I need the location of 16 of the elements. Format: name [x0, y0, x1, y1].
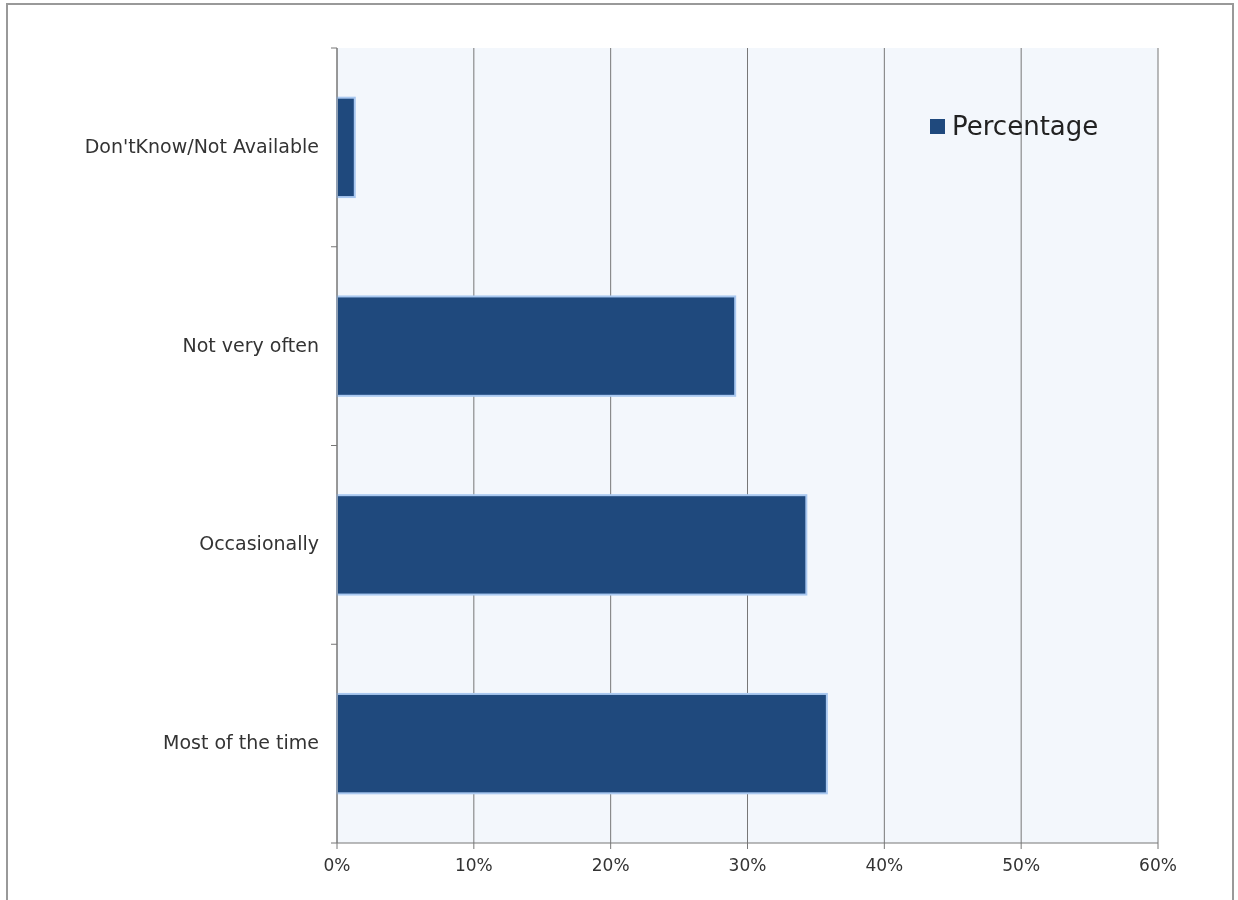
x-tick-label: 30% [728, 855, 767, 875]
x-tick-label: 0% [323, 855, 351, 875]
x-tick-label: 50% [1002, 855, 1041, 875]
bar [336, 96, 356, 199]
x-tick-label: 40% [865, 855, 904, 875]
x-tick-label: 60% [1139, 855, 1177, 875]
bar [336, 494, 808, 596]
x-tick-label: 10% [454, 855, 493, 875]
y-tick-label: Not very often [182, 333, 319, 356]
bar [336, 692, 828, 795]
bar [336, 295, 737, 397]
y-tick-label: Occasionally [199, 532, 319, 555]
legend-label: Percentage [952, 110, 1099, 141]
x-tick-label: 20% [591, 855, 630, 875]
y-tick-label: Most of the time [163, 731, 319, 754]
y-tick-label: Don'tKnow/Not Available [84, 134, 319, 157]
